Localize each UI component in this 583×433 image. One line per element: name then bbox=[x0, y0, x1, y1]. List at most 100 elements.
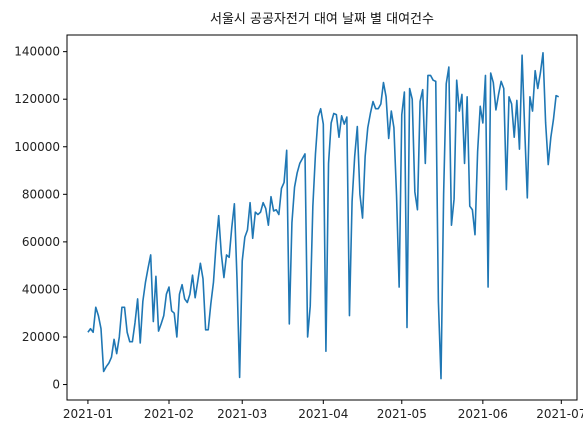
data-point bbox=[181, 284, 182, 285]
data-point bbox=[354, 156, 355, 157]
data-point bbox=[438, 301, 439, 302]
data-point bbox=[527, 197, 528, 198]
data-point bbox=[383, 82, 384, 83]
y-tick-label: 120000 bbox=[14, 92, 60, 106]
data-point bbox=[184, 298, 185, 299]
data-point bbox=[93, 332, 94, 333]
y-tick-label: 0 bbox=[52, 378, 60, 392]
data-point bbox=[153, 321, 154, 322]
data-point bbox=[380, 103, 381, 104]
y-tick-label: 40000 bbox=[22, 282, 60, 296]
data-point bbox=[315, 153, 316, 154]
data-point bbox=[320, 108, 321, 109]
data-point bbox=[474, 234, 475, 235]
data-point bbox=[550, 137, 551, 138]
data-point bbox=[145, 282, 146, 283]
data-point bbox=[150, 254, 151, 255]
data-point bbox=[312, 206, 313, 207]
data-point bbox=[166, 294, 167, 295]
data-point bbox=[174, 313, 175, 314]
data-point bbox=[113, 339, 114, 340]
data-point bbox=[325, 351, 326, 352]
data-point bbox=[427, 75, 428, 76]
y-tick-label: 60000 bbox=[22, 235, 60, 249]
data-point bbox=[95, 307, 96, 308]
data-point bbox=[555, 95, 556, 96]
data-point bbox=[87, 332, 88, 333]
data-point bbox=[213, 282, 214, 283]
data-point bbox=[132, 341, 133, 342]
data-point bbox=[524, 128, 525, 129]
data-point bbox=[252, 238, 253, 239]
data-point bbox=[226, 254, 227, 255]
data-point bbox=[197, 281, 198, 282]
data-point bbox=[205, 329, 206, 330]
data-point bbox=[338, 137, 339, 138]
data-point bbox=[297, 172, 298, 173]
data-point bbox=[98, 315, 99, 316]
data-point bbox=[147, 267, 148, 268]
data-point bbox=[268, 225, 269, 226]
data-point bbox=[161, 323, 162, 324]
data-point bbox=[218, 215, 219, 216]
data-point bbox=[461, 94, 462, 95]
data-point bbox=[540, 72, 541, 73]
data-point bbox=[192, 275, 193, 276]
data-point bbox=[129, 341, 130, 342]
data-point bbox=[506, 189, 507, 190]
data-point bbox=[459, 110, 460, 111]
data-point bbox=[558, 96, 559, 97]
data-point bbox=[469, 206, 470, 207]
data-point bbox=[487, 286, 488, 287]
data-point bbox=[396, 195, 397, 196]
data-point bbox=[456, 80, 457, 81]
data-point bbox=[440, 378, 441, 379]
data-point bbox=[529, 96, 530, 97]
data-point bbox=[535, 70, 536, 71]
x-tick-label: 2021-07 bbox=[536, 407, 583, 421]
data-point bbox=[511, 103, 512, 104]
data-point bbox=[202, 278, 203, 279]
data-point bbox=[281, 188, 282, 189]
data-point bbox=[477, 151, 478, 152]
data-point bbox=[236, 278, 237, 279]
data-point bbox=[443, 194, 444, 195]
data-point bbox=[294, 187, 295, 188]
data-point bbox=[419, 101, 420, 102]
data-point bbox=[119, 336, 120, 337]
data-point bbox=[344, 124, 345, 125]
data-point bbox=[155, 276, 156, 277]
data-point bbox=[302, 158, 303, 159]
data-point bbox=[134, 322, 135, 323]
data-point bbox=[367, 127, 368, 128]
data-point bbox=[116, 353, 117, 354]
x-tick-label: 2021-06 bbox=[458, 407, 508, 421]
data-point bbox=[430, 75, 431, 76]
data-point bbox=[514, 137, 515, 138]
data-point bbox=[229, 257, 230, 258]
data-point bbox=[244, 237, 245, 238]
data-point bbox=[451, 225, 452, 226]
data-point bbox=[286, 150, 287, 151]
data-point bbox=[310, 305, 311, 306]
series-line-0 bbox=[87, 52, 560, 380]
data-point bbox=[375, 108, 376, 109]
data-point bbox=[187, 302, 188, 303]
data-point bbox=[103, 371, 104, 372]
data-point bbox=[548, 164, 549, 165]
data-point bbox=[200, 263, 201, 264]
data-point bbox=[516, 100, 517, 101]
data-point bbox=[490, 72, 491, 73]
data-point bbox=[425, 163, 426, 164]
data-point bbox=[140, 342, 141, 343]
data-point bbox=[346, 116, 347, 117]
data-point bbox=[393, 127, 394, 128]
data-point bbox=[519, 149, 520, 150]
data-point bbox=[388, 138, 389, 139]
data-point bbox=[121, 307, 122, 308]
data-point bbox=[399, 286, 400, 287]
data-point bbox=[179, 294, 180, 295]
data-point bbox=[495, 109, 496, 110]
data-point bbox=[249, 202, 250, 203]
